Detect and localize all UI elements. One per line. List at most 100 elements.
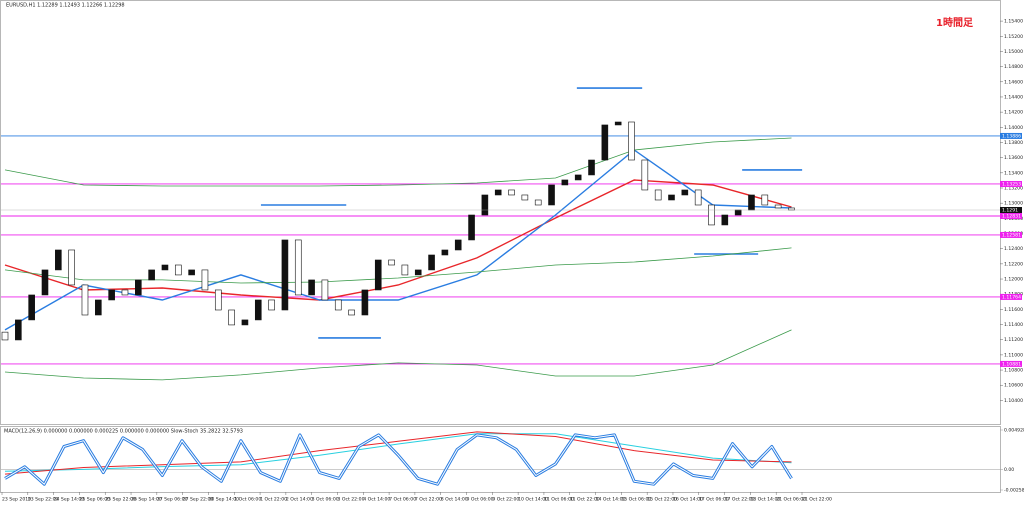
indicator-line xyxy=(4,137,792,187)
candle xyxy=(55,249,62,271)
candle xyxy=(108,289,115,301)
candle xyxy=(428,254,435,271)
chart-title: EURUSD,H1 1.12289 1.12493 1.12266 1.1229… xyxy=(6,3,125,9)
x-tick-label: 10 Oct 14:00 xyxy=(518,497,548,503)
x-tick-label: 17 Oct 06:00 xyxy=(699,497,729,503)
x-tick-label: 2 Oct 14:00 xyxy=(286,497,313,503)
indicator-line xyxy=(4,329,792,381)
candle xyxy=(654,189,662,201)
candle xyxy=(188,269,195,276)
y-tick-label: 1.10600 xyxy=(1004,383,1023,389)
candle xyxy=(401,264,409,276)
x-tick-label: 4 Oct 14:00 xyxy=(363,497,390,503)
x-tick-label: 1 Oct 06:00 xyxy=(234,497,261,503)
x-tick-label: 1 Oct 22:00 xyxy=(260,497,287,503)
candle xyxy=(668,194,675,201)
candle xyxy=(454,239,462,251)
level-label: 1.12581 xyxy=(1002,232,1021,238)
candle xyxy=(321,279,329,301)
candle xyxy=(774,204,782,209)
x-tick-label: 7 Oct 06:00 xyxy=(389,497,416,503)
candle xyxy=(228,309,235,326)
x-tick-label: 7 Oct 22:00 xyxy=(415,497,442,503)
candle xyxy=(694,189,702,206)
annotation: 1時間足 xyxy=(936,16,974,29)
candle xyxy=(41,269,49,296)
candle xyxy=(334,299,342,311)
sub-title: MACD(12,26,9) 0.000000 0.000000 0.000225… xyxy=(4,429,243,435)
candle xyxy=(121,289,129,296)
candle xyxy=(241,319,249,326)
candle xyxy=(521,194,529,201)
sub-tick-label: 0.004928 xyxy=(1004,428,1024,434)
price-tag xyxy=(1000,207,1022,213)
candle xyxy=(681,189,689,196)
y-tick-label: 1.15000 xyxy=(1004,49,1023,55)
candle xyxy=(81,284,89,316)
y-tick-label: 1.14000 xyxy=(1004,125,1023,131)
x-tick-label: 25 Sep 06:00 xyxy=(79,497,110,503)
x-tick-label: 8 Oct 14:00 xyxy=(441,497,468,503)
stoch-inner xyxy=(4,434,792,485)
sub-pane xyxy=(0,426,1001,493)
candle xyxy=(508,189,515,196)
x-tick-label: 17 Oct 22:00 xyxy=(725,497,755,503)
level-label: 1.10881 xyxy=(1002,361,1021,367)
candle xyxy=(614,121,622,126)
candle xyxy=(548,184,555,206)
candle xyxy=(28,294,35,321)
level-label: 1.11764 xyxy=(1002,294,1021,300)
candle xyxy=(481,194,489,216)
y-tick-label: 1.13400 xyxy=(1004,170,1023,176)
y-tick-label: 1.15200 xyxy=(1004,34,1023,40)
y-tick-label: 1.11400 xyxy=(1004,322,1023,328)
level-tag xyxy=(1000,231,1022,238)
x-tick-label: 18 Oct 14:00 xyxy=(750,497,780,503)
candle xyxy=(561,179,569,186)
candle xyxy=(734,209,742,216)
candle xyxy=(214,289,222,311)
x-tick-label: 3 Oct 06:00 xyxy=(312,497,339,503)
y-tick-label: 1.13800 xyxy=(1004,140,1023,146)
y-tick-label: 1.12000 xyxy=(1004,277,1023,283)
level-label: 1.13886 xyxy=(1002,133,1021,139)
macd-line xyxy=(4,431,792,475)
y-tick-label: 1.14400 xyxy=(1004,94,1023,100)
signal-line xyxy=(4,433,792,472)
candle xyxy=(628,121,635,161)
candle xyxy=(414,269,422,276)
level-label: 1.12831 xyxy=(1002,213,1021,219)
x-tick-label: 15 Oct 06:00 xyxy=(621,497,651,503)
y-tick-label: 1.13600 xyxy=(1004,155,1023,161)
level-tag xyxy=(1000,360,1022,367)
candle xyxy=(534,199,542,206)
candle xyxy=(294,239,302,296)
candle xyxy=(494,189,502,196)
candle xyxy=(361,289,369,316)
x-tick-label: 25 Sep 22:00 xyxy=(105,497,136,503)
x-tick-label: 27 Sep 06:00 xyxy=(157,497,188,503)
y-tick-label: 1.14600 xyxy=(1004,79,1023,85)
x-tick-label: 3 Oct 22:00 xyxy=(337,497,364,503)
candle xyxy=(348,309,355,316)
x-tick-label: 26 Sep 14:00 xyxy=(131,497,162,503)
candle xyxy=(68,249,75,286)
candle xyxy=(268,299,275,311)
y-tick-label: 1.12400 xyxy=(1004,246,1023,252)
candle xyxy=(148,269,155,281)
y-tick-label: 1.11600 xyxy=(1004,307,1023,313)
candle xyxy=(15,319,22,341)
level-tag xyxy=(1000,180,1022,187)
candle xyxy=(254,299,262,321)
y-tick-label: 1.10800 xyxy=(1004,368,1023,374)
candle xyxy=(308,279,315,296)
candle xyxy=(601,124,609,161)
candle xyxy=(174,264,182,276)
x-tick-label: 14 Oct 14:00 xyxy=(596,497,626,503)
level-tag xyxy=(1000,293,1022,300)
y-tick-label: 1.15400 xyxy=(1004,19,1023,25)
candle xyxy=(708,204,715,226)
candle xyxy=(281,239,289,311)
candle xyxy=(1,331,9,341)
candle xyxy=(468,214,475,241)
